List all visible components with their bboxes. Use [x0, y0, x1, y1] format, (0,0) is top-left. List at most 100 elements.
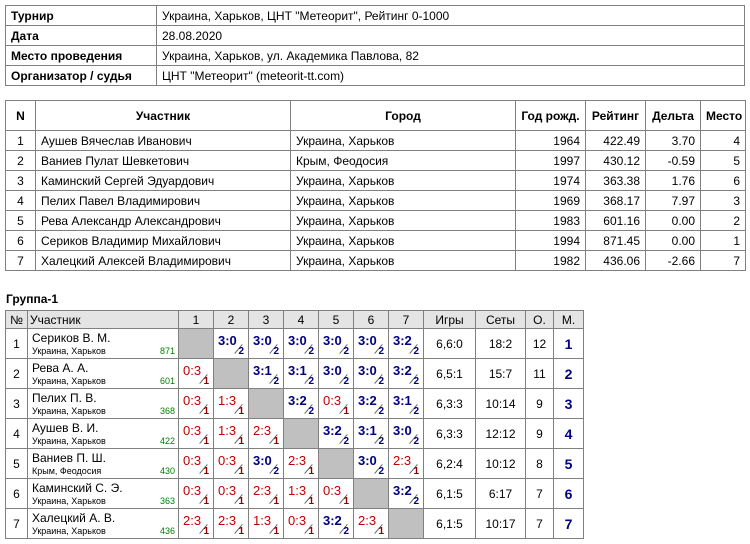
- participant-row: 5 Рева Александр Александрович Украина, Ха…: [5, 210, 746, 231]
- participants-table: N Участник Город Год рожд. Рейтинг Дельта Мест…: [5, 100, 746, 271]
- match-score: 3:2: [358, 393, 377, 408]
- match-points: 2: [413, 436, 419, 447]
- participant-cell: 7: [700, 250, 746, 271]
- games: 6,3:3: [423, 418, 476, 449]
- match-score: 3:0: [253, 333, 272, 348]
- participant-cell: 1983: [515, 210, 586, 231]
- match-points: 2: [308, 376, 314, 387]
- group-row: 5 Ваниев П. Ш. Крым, Феодосия 430 0:3 1 0:3 1 3:…: [5, 448, 584, 479]
- participant-cell: 1.76: [645, 170, 701, 191]
- match-score: 2:3: [288, 453, 307, 468]
- match-cell: 0:3 1: [213, 478, 249, 509]
- participant-cell: 1997: [515, 150, 586, 171]
- empty-cell: [248, 388, 284, 419]
- match-score: 3:1: [358, 423, 377, 438]
- info-table: Турнир Украина, Харьков, ЦНТ "Метеорит", …: [5, 5, 745, 86]
- match-cell: 2:3 1: [213, 508, 249, 539]
- match-cell: 1:3 1: [213, 418, 249, 449]
- participant-cell: 363.38: [585, 170, 646, 191]
- match-score: 1:3: [218, 423, 237, 438]
- match-points: 2: [413, 496, 419, 507]
- participant-cell: 5: [700, 150, 746, 171]
- match-cell: 2:3 1: [388, 448, 424, 479]
- participant-cell: 601.16: [585, 210, 646, 231]
- player-rating: 601: [159, 376, 175, 386]
- games: 6,6:0: [423, 328, 476, 359]
- player-city: Украина, Харьков: [32, 526, 106, 536]
- player-city: Украина, Харьков: [32, 406, 106, 416]
- match-cell: 3:0 2: [353, 328, 389, 359]
- match-points: 2: [273, 346, 279, 357]
- match-cell: 3:2 2: [388, 358, 424, 389]
- match-cell: 3:0 2: [248, 448, 284, 479]
- participant-cell: 871.45: [585, 230, 646, 251]
- participant-cell: 1982: [515, 250, 586, 271]
- match-score: 3:1: [288, 363, 307, 378]
- match-score: 0:3: [323, 393, 342, 408]
- match-score: 3:0: [358, 363, 377, 378]
- sets: 10:14: [475, 388, 526, 419]
- participant-cell: 430.12: [585, 150, 646, 171]
- sets: 15:7: [475, 358, 526, 389]
- match-points: 1: [273, 496, 279, 507]
- match-cell: 3:0 2: [353, 358, 389, 389]
- match-points: 2: [343, 526, 349, 537]
- participant-cell: 422.49: [585, 130, 646, 151]
- match-score: 1:3: [253, 513, 272, 528]
- player-number: 1: [5, 328, 28, 359]
- match-cell: 2:3 1: [178, 508, 214, 539]
- group-row: 2 Рева А. А. Украина, Харьков 601 0:3 1 3:1 2 3:…: [5, 358, 584, 389]
- match-cell: 2:3 1: [248, 478, 284, 509]
- match-points: 1: [238, 496, 244, 507]
- match-cell: 3:0 2: [318, 328, 354, 359]
- match-cell: 3:0 2: [353, 448, 389, 479]
- match-cell: 3:1 2: [283, 358, 319, 389]
- points: 7: [525, 478, 554, 509]
- participant-row: 6 Сериков Владимир Михайлович Украина, Хар…: [5, 230, 746, 251]
- participant-row: 7 Халецкий Алексей Владимирович Украина, Х…: [5, 250, 746, 271]
- points: 12: [525, 328, 554, 359]
- player-cell: Халецкий А. В. Украина, Харьков 436: [27, 508, 179, 539]
- column-header: Место: [700, 100, 746, 131]
- group-row: 1 Сериков В. М. Украина, Харьков 871 3:0 2 3:0…: [5, 328, 584, 359]
- participant-row: 4 Пелих Павел Владимирович Украина, Харько…: [5, 190, 746, 211]
- games: 6,3:3: [423, 388, 476, 419]
- match-score: 2:3: [183, 513, 202, 528]
- column-header: 6: [353, 310, 389, 329]
- info-value: ЦНТ "Метеорит" (meteorit-tt.com): [156, 65, 745, 86]
- match-score: 3:2: [393, 333, 412, 348]
- match-cell: 3:0 2: [213, 328, 249, 359]
- match-score: 3:0: [323, 333, 342, 348]
- match-cell: 3:0 2: [388, 418, 424, 449]
- match-points: 1: [343, 496, 349, 507]
- player-name: Рева А. А.: [32, 361, 89, 375]
- info-label: Турнир: [5, 5, 157, 26]
- place: 6: [553, 478, 584, 509]
- participant-cell: 3: [5, 170, 36, 191]
- match-score: 3:0: [253, 453, 272, 468]
- participant-cell: 368.17: [585, 190, 646, 211]
- player-number: 5: [5, 448, 28, 479]
- header-row: № Участник 1 2 3 4 5 6 7 Игры Сеты О. М.: [5, 310, 584, 329]
- match-score: 2:3: [218, 513, 237, 528]
- match-points: 1: [273, 526, 279, 537]
- points: 9: [525, 388, 554, 419]
- match-cell: 0:3 1: [318, 478, 354, 509]
- match-points: 2: [378, 436, 384, 447]
- participant-cell: Каминский Сергей Эдуардович: [35, 170, 291, 191]
- column-header: М.: [553, 310, 584, 329]
- match-score: 3:2: [393, 363, 412, 378]
- player-name: Пелих П. В.: [32, 391, 97, 405]
- participant-cell: 1974: [515, 170, 586, 191]
- participant-cell: Сериков Владимир Михайлович: [35, 230, 291, 251]
- match-points: 1: [343, 406, 349, 417]
- info-row: Место проведения Украина, Харьков, ул. Ак…: [5, 45, 745, 66]
- sets: 10:12: [475, 448, 526, 479]
- participant-cell: 1994: [515, 230, 586, 251]
- player-name: Ваниев П. Ш.: [32, 451, 107, 465]
- match-points: 2: [343, 436, 349, 447]
- column-header: Сеты: [475, 310, 526, 329]
- player-name: Аушев В. И.: [32, 421, 99, 435]
- empty-cell: [213, 358, 249, 389]
- participant-cell: Украина, Харьков: [290, 210, 516, 231]
